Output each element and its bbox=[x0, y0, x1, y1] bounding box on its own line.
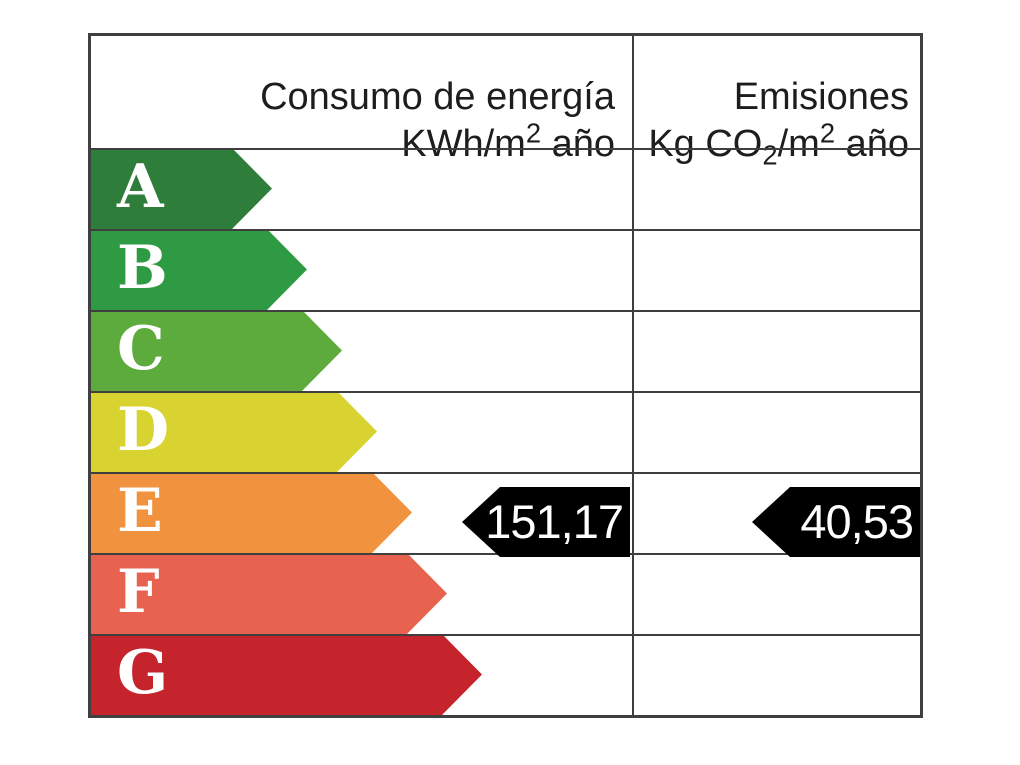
rating-arrow-g: G bbox=[91, 634, 482, 715]
emissions-value-badge: 40,53 bbox=[752, 487, 920, 557]
emissions-header-title: Emisiones bbox=[733, 76, 909, 118]
consumption-column-header: Consumo de energía KWh/m2 año bbox=[91, 74, 615, 168]
rating-letter-b: B bbox=[117, 232, 168, 303]
rating-letter-a: A bbox=[117, 151, 164, 222]
grid-line bbox=[91, 148, 920, 150]
column-divider-line bbox=[632, 36, 634, 715]
emissions-value: 40,53 bbox=[800, 495, 914, 548]
consumption-header-unit: KWh/m2 año bbox=[401, 117, 615, 165]
rating-arrow-f: F bbox=[91, 553, 447, 634]
consumption-header-title: Consumo de energía bbox=[260, 76, 615, 118]
consumption-value: 151,17 bbox=[485, 495, 624, 548]
consumption-value-badge: 151,17 bbox=[462, 487, 630, 557]
grid-line bbox=[91, 229, 920, 231]
rating-arrow-e: E bbox=[91, 472, 412, 553]
emissions-header-unit: Kg CO2/m2 año bbox=[648, 117, 909, 171]
grid-line bbox=[91, 310, 920, 312]
grid-line bbox=[91, 634, 920, 636]
rating-arrow-b: B bbox=[91, 229, 307, 310]
rating-letter-e: E bbox=[117, 475, 163, 546]
rating-letter-f: F bbox=[117, 556, 160, 627]
grid-line bbox=[91, 472, 920, 474]
rating-letter-d: D bbox=[117, 394, 170, 465]
rating-arrow-a: A bbox=[91, 148, 272, 229]
emissions-column-header: Emisiones Kg CO2/m2 año bbox=[643, 74, 909, 171]
grid-line bbox=[91, 391, 920, 393]
rating-arrow-d: D bbox=[91, 391, 377, 472]
energy-rating-table: Consumo de energía KWh/m2 año Emisiones … bbox=[88, 33, 923, 718]
rating-letter-c: C bbox=[117, 313, 165, 384]
rating-arrow-c: C bbox=[91, 310, 342, 391]
rating-letter-g: G bbox=[117, 637, 169, 708]
